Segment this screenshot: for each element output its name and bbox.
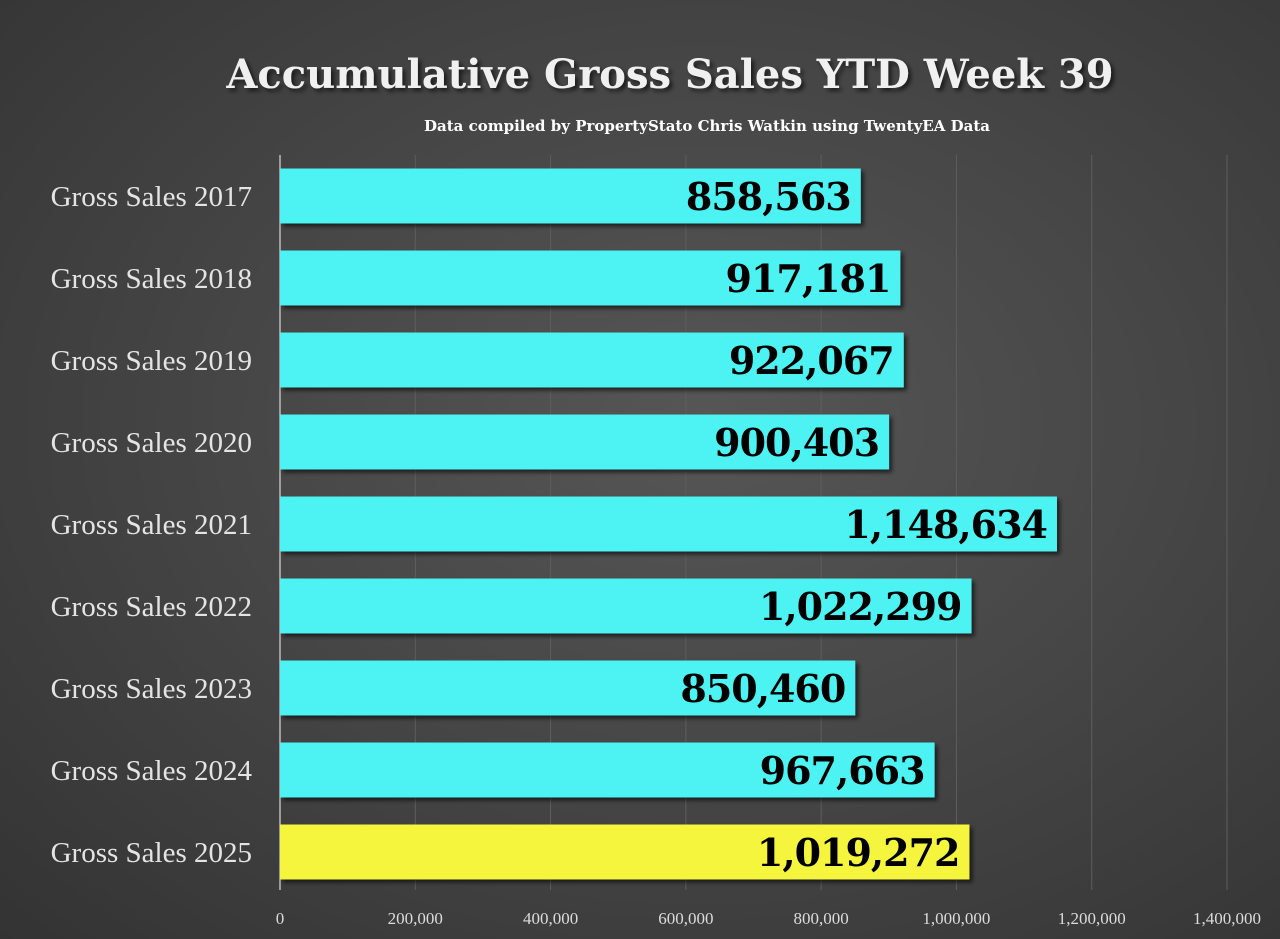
bar <box>280 578 972 634</box>
data-label: 922,067 <box>729 338 894 383</box>
bar <box>280 742 935 798</box>
data-label: 900,403 <box>714 420 879 465</box>
bar <box>280 250 901 306</box>
bar <box>280 168 861 224</box>
x-tick-label: 1,000,000 <box>922 909 990 928</box>
category-label: Gross Sales 2017 <box>51 181 252 213</box>
bar <box>280 824 970 880</box>
bar <box>280 332 904 388</box>
x-tick-label: 1,400,000 <box>1193 909 1261 928</box>
data-label: 850,460 <box>680 666 845 711</box>
bar <box>280 414 890 470</box>
category-label: Gross Sales 2023 <box>51 673 252 705</box>
x-tick-label: 400,000 <box>523 909 578 928</box>
data-label: 917,181 <box>726 256 891 301</box>
category-label: Gross Sales 2024 <box>51 755 253 787</box>
data-label: 858,563 <box>686 174 851 219</box>
data-label: 1,022,299 <box>759 584 962 629</box>
x-tick-label: 1,200,000 <box>1058 909 1126 928</box>
data-label: 967,663 <box>760 748 925 793</box>
data-label: 1,019,272 <box>757 830 960 875</box>
chart-title: Accumulative Gross Sales YTD Week 39 <box>225 51 1113 98</box>
category-label: Gross Sales 2022 <box>51 591 252 623</box>
x-tick-label: 200,000 <box>388 909 443 928</box>
category-label: Gross Sales 2021 <box>51 509 252 541</box>
x-tick-label: 0 <box>276 909 285 928</box>
category-label: Gross Sales 2018 <box>51 263 252 295</box>
x-tick-label: 800,000 <box>794 909 849 928</box>
category-label: Gross Sales 2020 <box>51 427 252 459</box>
data-label: 1,148,634 <box>844 502 1047 547</box>
bar <box>280 496 1057 552</box>
x-tick-label: 600,000 <box>658 909 713 928</box>
category-label: Gross Sales 2019 <box>51 345 252 377</box>
category-label: Gross Sales 2025 <box>51 837 252 869</box>
chart-subtitle: Data compiled by PropertyStato Chris Wat… <box>424 117 990 135</box>
bar <box>280 660 856 716</box>
